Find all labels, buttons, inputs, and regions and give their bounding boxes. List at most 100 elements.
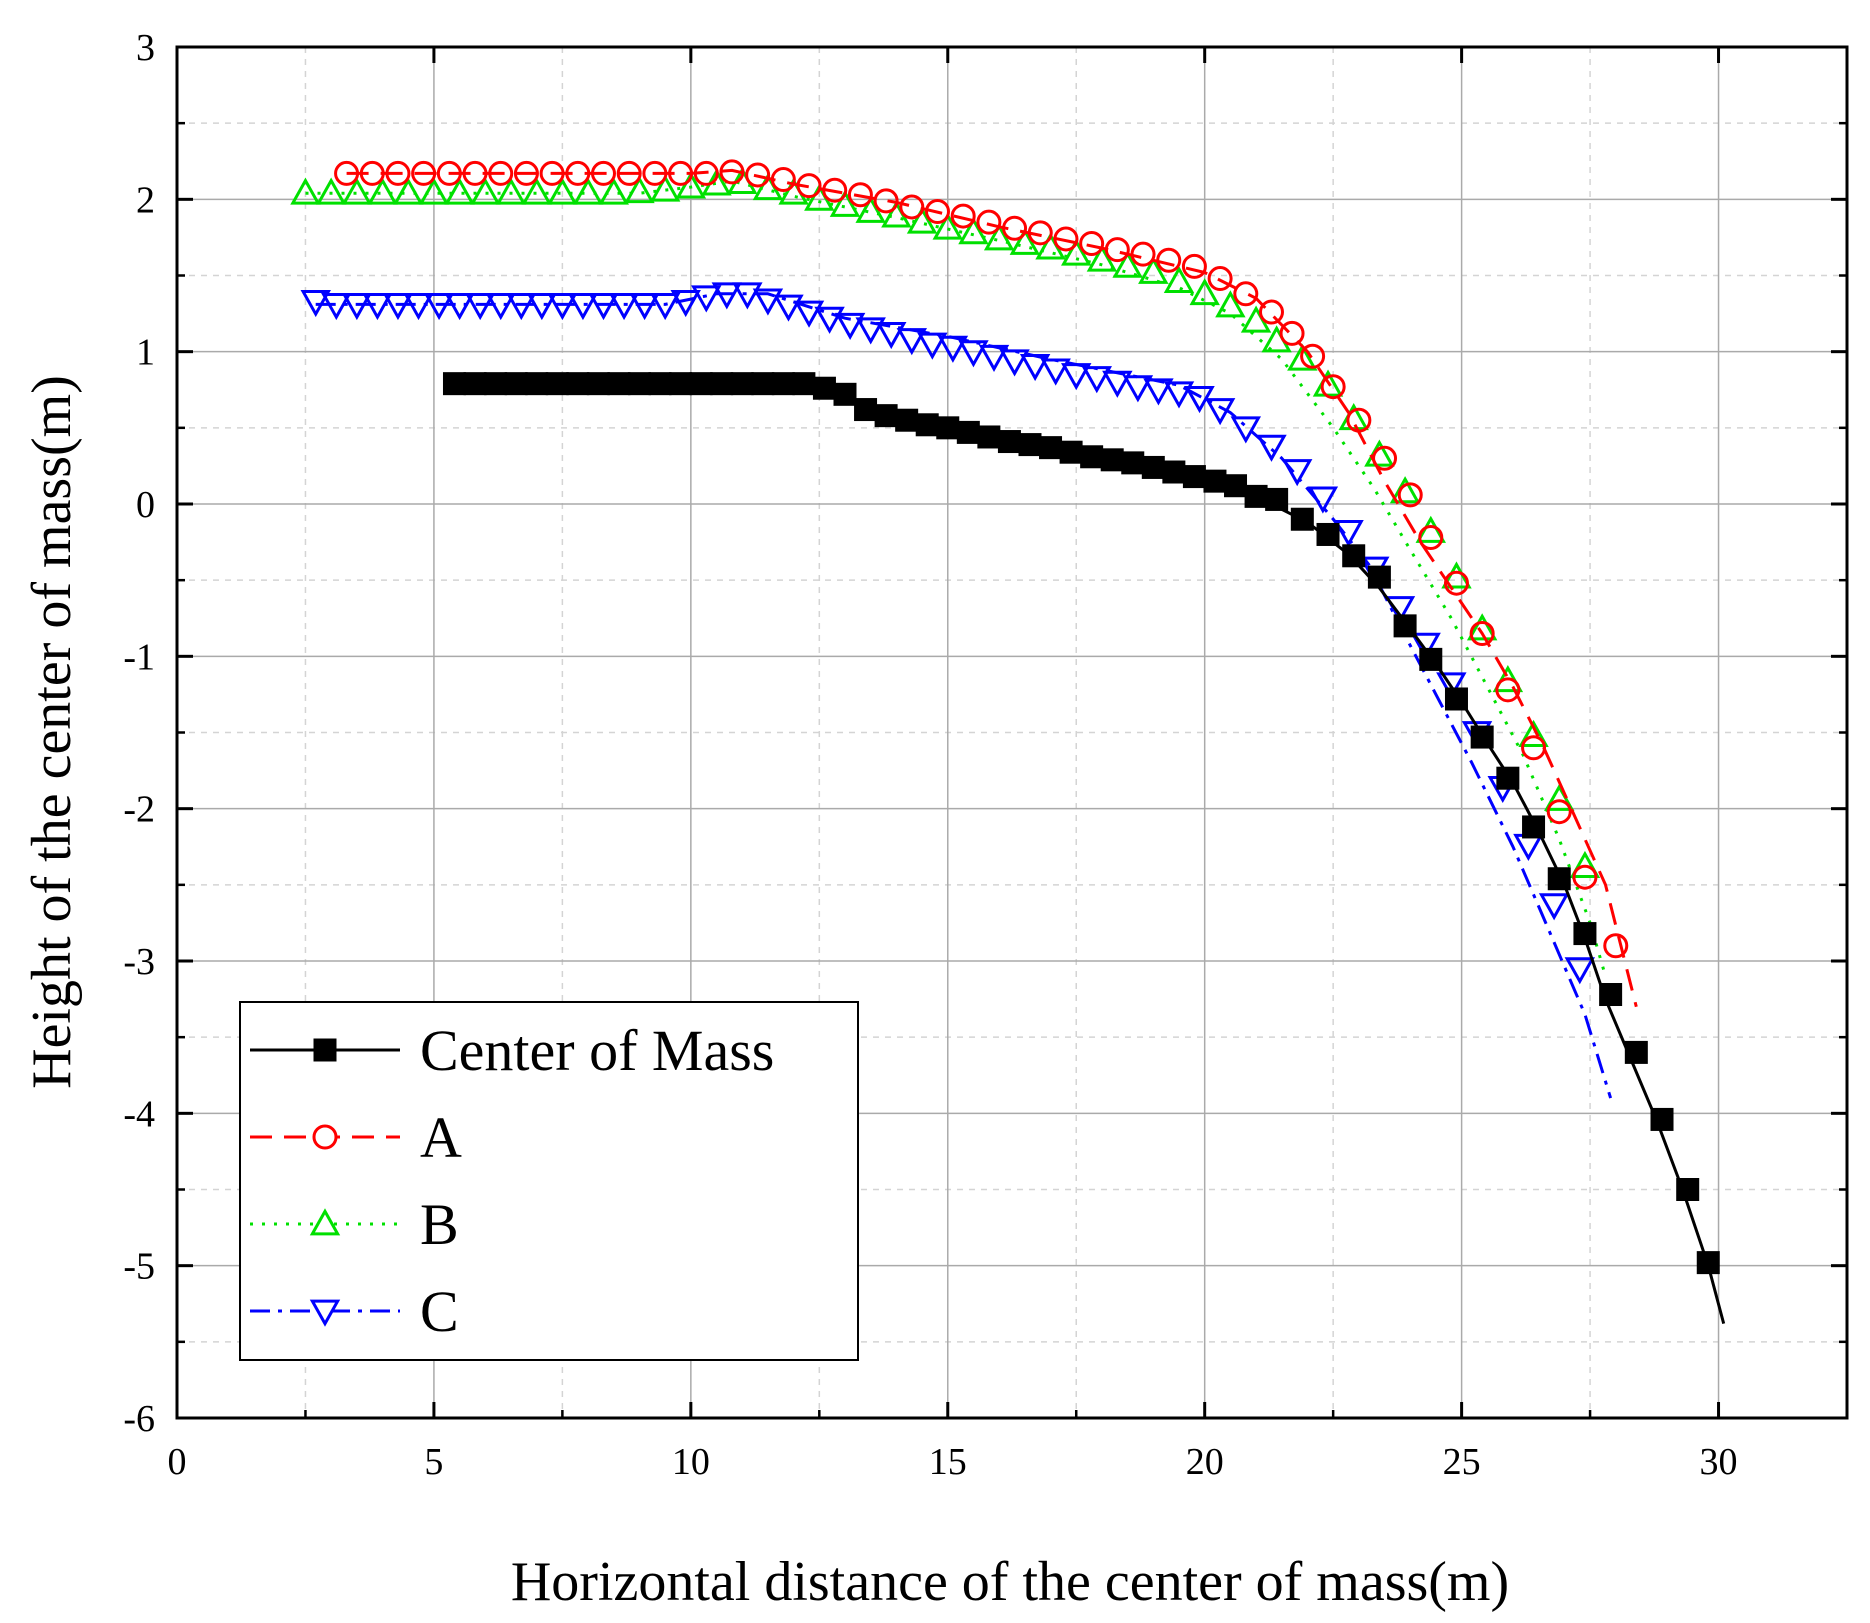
data-point-a [693, 160, 719, 186]
data-point-center-of-mass [1342, 544, 1366, 568]
data-point-b [829, 189, 861, 217]
data-point-b [444, 177, 475, 205]
data-point-c [1307, 486, 1339, 514]
data-point-center-of-mass [1059, 440, 1083, 464]
y-axis-title: Height of the center of mass(m) [21, 375, 83, 1089]
data-point-a [1418, 525, 1444, 551]
data-point-b [1189, 278, 1220, 306]
data-point-b [1112, 250, 1143, 278]
data-point-a [1181, 253, 1207, 279]
data-point-c [1163, 381, 1195, 409]
data-point-c [1081, 366, 1112, 394]
data-point-b [1009, 227, 1041, 255]
data-point-center-of-mass [1039, 436, 1063, 460]
tick-labels: 0 5 10 15 20 25 30 -6 -5 -4 -3 -2 -1 0 1 2 3 [123, 27, 1737, 1483]
data-point-a [1495, 677, 1521, 703]
y-tick-label: -1 [123, 636, 155, 678]
data-point-a [847, 182, 873, 208]
legend-marker-b [309, 1208, 341, 1236]
data-point-c [1281, 459, 1313, 487]
data-point-center-of-mass [504, 372, 528, 396]
data-point-c [752, 288, 784, 316]
data-point-a [1443, 570, 1469, 596]
data-point-center-of-mass [792, 372, 816, 396]
data-point-c [300, 289, 331, 318]
data-point-c [1256, 434, 1287, 462]
data-point-b [393, 177, 424, 205]
data-point-c [567, 293, 599, 321]
x-tick-label: 0 [168, 1441, 187, 1483]
data-point-c [814, 306, 845, 334]
data-point-c [1538, 893, 1570, 921]
legend-marker-c [309, 1299, 341, 1327]
data-point-b [624, 176, 655, 204]
data-point-a [719, 159, 745, 185]
data-point-a [1156, 247, 1182, 273]
data-point-center-of-mass [1496, 766, 1520, 790]
data-point-c [403, 293, 434, 321]
data-point-b [367, 177, 398, 205]
data-point-center-of-mass [977, 425, 1001, 449]
data-point-b [1518, 719, 1549, 747]
data-point-c [1061, 363, 1092, 391]
data-point-center-of-mass [566, 372, 590, 396]
data-point-a [1469, 620, 1495, 646]
data-point-center-of-mass [1393, 614, 1417, 638]
x-tick-label: 20 [1186, 1441, 1224, 1483]
data-point-c [506, 293, 537, 321]
data-point-c [341, 293, 373, 321]
data-point-b [1569, 850, 1601, 878]
data-point-center-of-mass [1367, 565, 1391, 589]
legend-label-a: A [420, 1105, 462, 1170]
data-point-b [341, 177, 373, 205]
data-point-b [290, 177, 321, 205]
data-point-center-of-mass [997, 430, 1021, 454]
data-point-a [873, 188, 899, 214]
data-point-c [855, 317, 886, 345]
series-line-b [305, 179, 1607, 977]
data-point-center-of-mass [607, 372, 631, 396]
data-point-center-of-mass [956, 420, 980, 444]
data-point-a [1279, 320, 1305, 346]
data-point-c [362, 293, 393, 321]
data-point-c [670, 289, 701, 318]
data-point-c [978, 344, 1010, 372]
data-point-a [539, 160, 565, 186]
data-point-a [1258, 299, 1284, 325]
data-point-center-of-mass [545, 372, 569, 396]
data-point-a [616, 160, 642, 186]
data-point-b [315, 177, 347, 205]
data-point-b [598, 177, 629, 205]
data-point-center-of-mass [1599, 983, 1623, 1007]
data-point-center-of-mass [1650, 1107, 1674, 1131]
data-point-b [1138, 256, 1169, 284]
data-point-c [321, 293, 352, 321]
data-point-a [1603, 933, 1629, 959]
data-point-c [711, 282, 743, 310]
series-line-c [315, 292, 1613, 1099]
data-point-center-of-mass [1080, 445, 1104, 469]
data-point-a [462, 160, 488, 186]
data-point-center-of-mass [710, 372, 734, 396]
data-point-c [1333, 520, 1364, 548]
legend-box [239, 1001, 859, 1361]
data-point-a [770, 167, 796, 193]
data-point-b [495, 177, 527, 205]
data-point-c [999, 349, 1030, 377]
data-point-a [1130, 241, 1156, 267]
data-point-center-of-mass [1316, 522, 1340, 546]
data-point-center-of-mass [730, 372, 754, 396]
data-point-a [1521, 735, 1547, 761]
data-point-c [382, 293, 414, 321]
data-point-center-of-mass [1419, 647, 1443, 671]
legend-item-a: A [250, 1105, 462, 1170]
data-point-c [793, 300, 825, 328]
data-point-c [423, 293, 455, 321]
data-point-c [588, 293, 619, 321]
data-point-b [906, 206, 938, 234]
y-tick-label: 0 [136, 484, 155, 526]
data-point-c [691, 285, 722, 313]
axis-ticks [175, 45, 1847, 1420]
data-point-center-of-mass [1224, 474, 1248, 498]
